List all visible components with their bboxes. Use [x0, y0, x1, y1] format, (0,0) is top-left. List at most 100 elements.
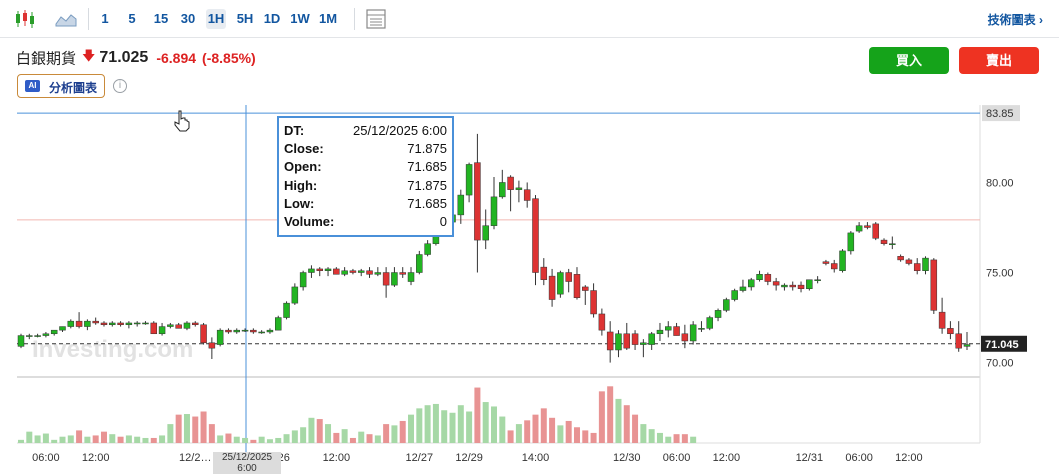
candle-body — [291, 286, 299, 304]
candle-body — [125, 322, 133, 326]
technical-chart-link[interactable]: 技術圖表 — [988, 11, 1043, 28]
crosshair-price-box — [982, 105, 1020, 122]
volume-bar — [175, 414, 182, 443]
volume-bar — [42, 433, 49, 443]
volume-bar — [291, 430, 298, 443]
interval-button-1[interactable]: 1 — [101, 11, 109, 26]
price-chart[interactable]: Investing.com 80.00 75.00 70.00 83.85 71.045 0… — [0, 105, 1059, 474]
volume-bar — [399, 420, 406, 443]
volume-bar — [507, 430, 514, 443]
price-change-percent: (-8.85%) — [202, 50, 256, 66]
candle-body — [706, 317, 714, 329]
volume-bar — [499, 416, 506, 443]
candle-body — [789, 284, 796, 288]
tooltip-dt: 25/12/2025 6:00 — [353, 123, 447, 138]
candle-body — [515, 187, 523, 190]
candle-body — [216, 329, 224, 345]
candle-body — [631, 333, 639, 345]
candle-body — [117, 322, 124, 326]
candle-body — [407, 272, 415, 282]
ai-analysis-button[interactable]: AI 分析圖表 — [17, 74, 105, 98]
tooltip-open-key: Open: — [284, 159, 322, 174]
volume-bar — [623, 405, 630, 443]
volume-bar — [341, 429, 348, 443]
info-icon[interactable]: i — [113, 79, 127, 93]
volume-bar — [109, 434, 116, 443]
area-chart-icon[interactable] — [55, 10, 77, 28]
tooltip-volume-key: Volume: — [284, 214, 335, 229]
interval-button-1h[interactable]: 1H — [206, 9, 226, 29]
candle-body — [341, 270, 348, 275]
volume-bar — [515, 424, 522, 443]
x-tick-label: 12:00 — [323, 452, 351, 464]
toolbar-divider — [0, 37, 1059, 38]
tooltip-close-key: Close: — [284, 141, 324, 156]
volume-bar — [640, 424, 647, 443]
instrument-name: 白銀期貨 — [16, 50, 77, 68]
candle-body — [225, 329, 232, 333]
volume-bar — [183, 414, 190, 443]
candlestick-chart-icon[interactable] — [14, 9, 36, 29]
candle-body — [324, 268, 332, 271]
volume-bar — [283, 434, 290, 443]
volume-bar — [167, 424, 174, 443]
volume-bar — [681, 434, 688, 443]
volume-bar — [432, 403, 439, 443]
interval-button-1w[interactable]: 1W — [290, 11, 310, 26]
volume-bar — [549, 417, 556, 443]
candle-body — [689, 324, 697, 342]
volume-bar — [92, 435, 99, 443]
volume-bar — [67, 435, 74, 443]
candle-body — [673, 326, 680, 336]
candle-body — [781, 284, 788, 288]
volume-bar — [524, 420, 531, 443]
candle-body — [92, 320, 99, 324]
candle-body — [399, 272, 406, 275]
candle-body — [714, 310, 722, 318]
indicators-icon[interactable] — [366, 9, 386, 29]
candle-body — [955, 333, 962, 349]
candle-body — [17, 335, 25, 347]
volume-bar — [416, 408, 423, 443]
volume-bar — [242, 437, 249, 443]
volume-bar — [142, 437, 149, 443]
candle-body — [208, 342, 216, 349]
candle-body — [723, 299, 730, 311]
volume-bar — [349, 437, 356, 443]
candle-body — [897, 256, 904, 261]
candle-body — [847, 232, 855, 252]
volume-bar — [673, 434, 680, 443]
x-tick-label: 06:00 — [663, 452, 691, 464]
candle-body — [84, 320, 91, 327]
candle-body — [640, 342, 647, 345]
candle-body — [590, 290, 597, 315]
candle-body — [465, 164, 473, 196]
interval-button-1m[interactable]: 1M — [318, 11, 338, 26]
interval-button-15[interactable]: 15 — [153, 11, 169, 26]
volume-bar — [300, 427, 307, 443]
candle-body — [250, 329, 257, 333]
interval-button-30[interactable]: 30 — [180, 11, 196, 26]
candle-body — [67, 320, 75, 327]
sell-button[interactable]: 賣出 — [959, 47, 1039, 74]
buy-button[interactable]: 買入 — [869, 47, 949, 74]
candle-body — [75, 320, 83, 327]
instrument-header: 白銀期貨 🡇 71.025 -6.894 (-8.85%) — [16, 47, 256, 68]
candle-body — [175, 324, 182, 329]
candle-body — [747, 279, 755, 288]
volume-bar — [26, 431, 33, 443]
tooltip-close: 71.875 — [407, 141, 447, 156]
volume-bar — [366, 434, 373, 443]
volume-bar — [18, 439, 24, 443]
volume-bar — [532, 414, 539, 443]
volume-bar — [59, 436, 66, 443]
interval-button-5[interactable]: 5 — [128, 11, 136, 26]
investing-watermark: Investing.com — [32, 336, 193, 363]
interval-button-1d[interactable]: 1D — [263, 11, 281, 26]
volume-bar — [34, 435, 41, 443]
interval-button-5h[interactable]: 5H — [236, 11, 254, 26]
x-tick-label: 12/29 — [455, 452, 483, 464]
candle-body — [830, 263, 838, 270]
candle-body — [349, 270, 357, 273]
x-tick-label: 12/30 — [613, 452, 641, 464]
